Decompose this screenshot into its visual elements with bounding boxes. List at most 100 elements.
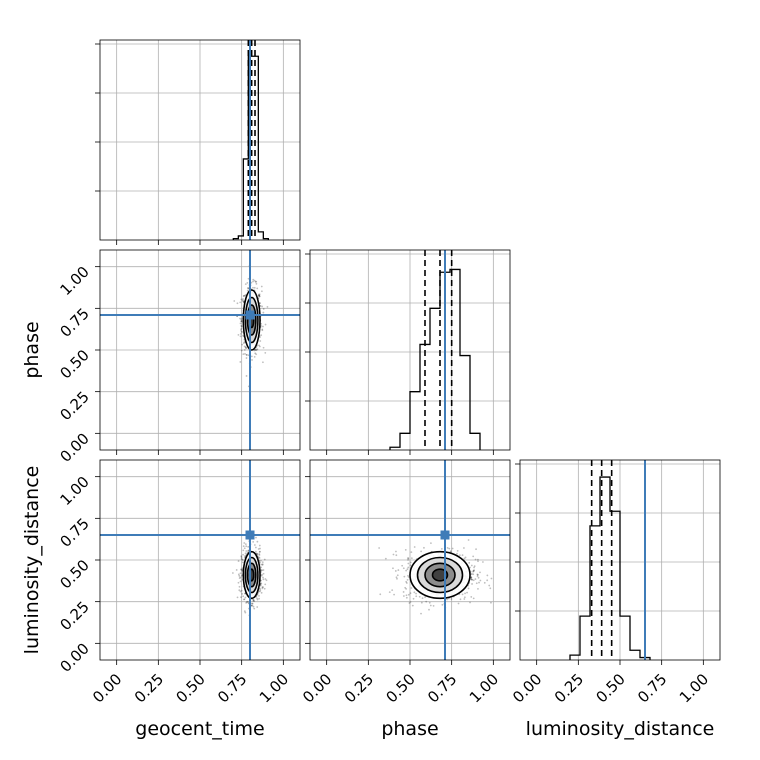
scatter-point: [242, 545, 245, 548]
scatter-point: [463, 557, 466, 560]
scatter-point: [241, 574, 243, 577]
scatter-point: [407, 593, 410, 596]
scatter-point: [461, 554, 464, 557]
scatter-point: [409, 592, 412, 595]
x-tick-label: 0.50: [592, 670, 628, 706]
scatter-point: [479, 579, 482, 582]
panel-content: [100, 40, 300, 240]
scatter-point: [255, 280, 258, 283]
scatter-point: [392, 553, 395, 556]
scatter-point: [449, 550, 452, 553]
xlabel-geocent_time: geocent_time: [135, 718, 264, 740]
scatter-point: [261, 587, 264, 590]
scatter-point: [263, 558, 266, 561]
scatter-point: [259, 336, 261, 338]
scatter-point: [456, 549, 459, 552]
scatter-point: [256, 540, 259, 543]
scatter-point: [402, 595, 405, 597]
scatter-point: [470, 578, 473, 581]
scatter-point: [259, 340, 262, 342]
scatter-point: [256, 553, 259, 555]
scatter-point: [241, 343, 244, 346]
scatter-point: [242, 298, 244, 300]
scatter-point: [425, 600, 428, 603]
scatter-point: [252, 278, 255, 281]
scatter-point: [241, 569, 243, 571]
scatter-point: [239, 361, 242, 363]
scatter-point: [466, 591, 468, 594]
scatter-point: [265, 579, 268, 582]
scatter-point: [264, 578, 267, 580]
scatter-point: [409, 561, 412, 564]
scatter-point: [253, 607, 256, 610]
scatter-point: [242, 549, 245, 552]
scatter-point: [409, 601, 412, 603]
scatter-point: [258, 345, 261, 348]
scatter-point: [397, 569, 400, 571]
scatter-point: [407, 558, 409, 561]
scatter-point: [258, 557, 261, 559]
scatter-point: [254, 348, 257, 351]
scatter-point: [418, 595, 421, 598]
scatter-point: [252, 605, 255, 608]
scatter-point: [259, 547, 261, 550]
scatter-point: [240, 320, 243, 323]
scatter-point: [261, 586, 264, 589]
scatter-point: [252, 286, 254, 289]
panel-phase-vs-luminosity_distance: 0.00 0.25 0.50 0.75 1.00: [299, 459, 511, 706]
scatter-point: [262, 308, 265, 310]
scatter-point: [238, 575, 241, 577]
scatter-point: [260, 574, 263, 577]
scatter-point: [448, 547, 451, 550]
scatter-point: [473, 566, 475, 569]
scatter-point: [262, 569, 265, 571]
scatter-point: [423, 546, 425, 549]
scatter-point: [256, 348, 259, 351]
scatter-point: [457, 602, 460, 605]
scatter-point: [241, 558, 244, 561]
scatter-point: [407, 562, 410, 565]
scatter-point: [415, 592, 417, 595]
scatter-point: [405, 587, 408, 590]
scatter-point: [477, 587, 479, 590]
scatter-point: [242, 553, 244, 556]
y-tick-label: 0.75: [56, 514, 92, 550]
scatter-point: [478, 581, 480, 584]
density-level-3: [432, 569, 448, 581]
scatter-point: [247, 549, 250, 552]
scatter-point: [240, 324, 243, 327]
scatter-point: [245, 347, 248, 350]
scatter-point: [241, 299, 244, 302]
scatter-point: [378, 547, 381, 549]
y-tick-label: 0.25: [56, 598, 92, 634]
scatter-point: [261, 563, 264, 566]
scatter-point: [242, 334, 245, 337]
scatter-point: [250, 355, 253, 358]
scatter-point: [384, 557, 387, 560]
scatter-point: [239, 572, 242, 575]
scatter-point: [471, 583, 473, 585]
scatter-point: [240, 320, 243, 323]
scatter-point: [456, 552, 458, 555]
scatter-point: [237, 581, 240, 584]
scatter-point: [258, 294, 260, 297]
panel-phase-hist: [305, 249, 511, 455]
scatter-point: [254, 546, 257, 549]
scatter-point: [406, 568, 409, 571]
scatter-point: [413, 546, 416, 548]
scatter-point: [253, 286, 256, 289]
scatter-point: [240, 557, 243, 560]
scatter-point: [261, 305, 263, 308]
scatter-point: [252, 600, 255, 602]
scatter-point: [241, 568, 243, 571]
scatter-point: [406, 578, 409, 581]
scatter-point: [253, 544, 256, 546]
scatter-point: [259, 550, 261, 553]
scatter-point: [260, 569, 263, 572]
scatter-point: [394, 570, 397, 572]
truth-marker: [245, 310, 255, 320]
scatter-point: [255, 348, 258, 351]
contour-line-0: [242, 550, 261, 600]
contour-line-0: [242, 289, 261, 351]
scatter-point: [258, 295, 261, 298]
